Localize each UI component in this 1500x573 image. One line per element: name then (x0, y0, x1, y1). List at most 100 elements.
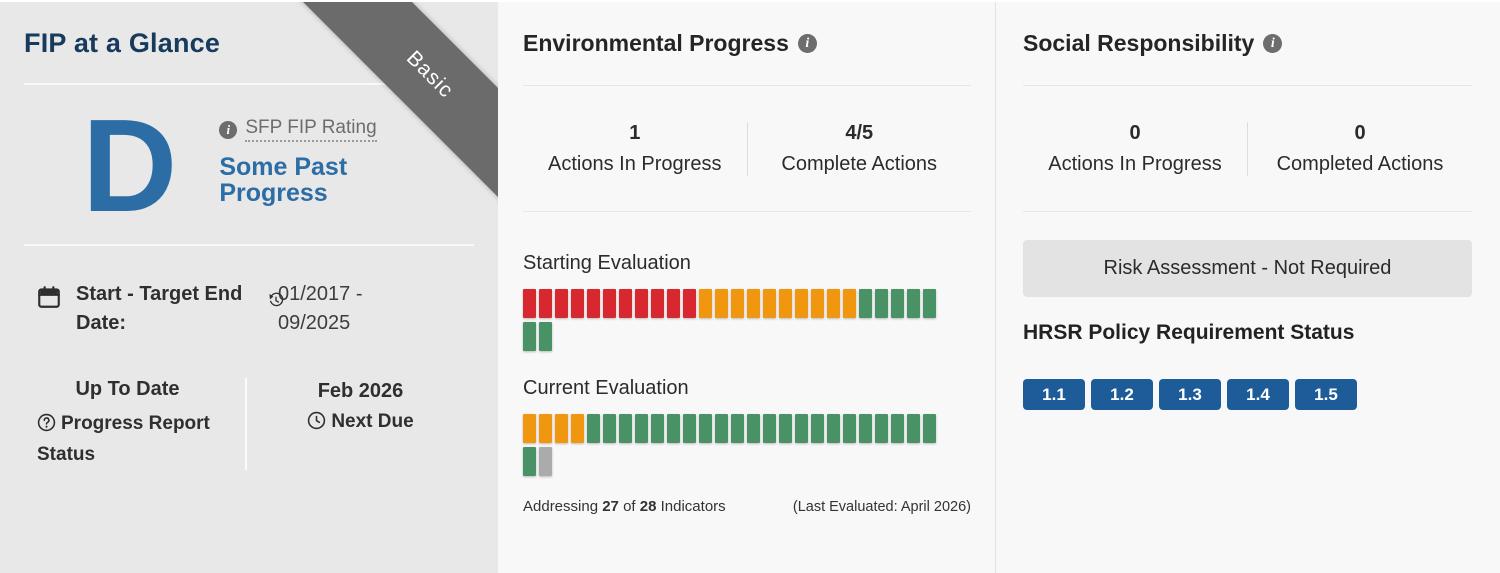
stat-actions-in-progress: 0 Actions In Progress (1023, 122, 1248, 176)
stat-completed-actions: 0 Completed Actions (1248, 122, 1472, 176)
rating-section: D i SFP FIP Rating Some Past Progress (82, 92, 474, 239)
indicator-square-green (603, 414, 616, 443)
indicator-square-red (683, 289, 696, 318)
indicator-square-green (539, 322, 552, 351)
indicator-square-orange (795, 289, 808, 318)
hrsr-badge-row: 1.1 1.2 1.3 1.4 1.5 (1023, 379, 1472, 410)
starting-evaluation-label: Starting Evaluation (523, 252, 691, 274)
indicator-square-orange (843, 289, 856, 318)
fip-rating-letter: D (82, 92, 178, 239)
indicator-square-green (587, 414, 600, 443)
indicator-square-red (651, 289, 664, 318)
indicator-square-red (571, 289, 584, 318)
risk-assessment-status-button[interactable]: Risk Assessment - Not Required (1023, 240, 1472, 297)
indicator-square-green (907, 289, 920, 318)
indicator-square-orange (731, 289, 744, 318)
info-icon[interactable]: i (219, 120, 238, 139)
divider (523, 211, 971, 212)
indicator-square-orange (539, 414, 552, 443)
indicator-square-green (523, 322, 536, 351)
ribbon-label: Basic (402, 46, 459, 103)
sfp-fip-rating-link[interactable]: SFP FIP Rating (245, 117, 377, 142)
date-range-row: Start - Target End Date: 01/2017 - 09/20… (24, 280, 474, 338)
environmental-footer: Addressing 27 of 28 Indicators (Last Eva… (523, 498, 971, 515)
indicator-square-green (619, 414, 632, 443)
stat-actions-in-progress: 1 Actions In Progress (523, 122, 748, 176)
divider (1023, 85, 1472, 86)
date-range-label: Start - Target End Date: (76, 283, 243, 335)
indicator-square-red (667, 289, 680, 318)
hrsr-badge-1-1[interactable]: 1.1 (1023, 379, 1085, 410)
stat-label: Actions In Progress (1048, 153, 1222, 175)
divider (24, 83, 474, 85)
indicator-square-green (843, 414, 856, 443)
rating-details: i SFP FIP Rating Some Past Progress (219, 103, 419, 228)
indicator-square-green (779, 414, 792, 443)
indicator-square-green (747, 414, 760, 443)
stat-label: Complete Actions (781, 153, 938, 175)
rating-description: Some Past Progress (219, 153, 348, 208)
info-icon[interactable]: i (1263, 34, 1283, 53)
indicator-square-green (715, 414, 728, 443)
indicator-square-red (555, 289, 568, 318)
indicator-bar-row (523, 414, 971, 443)
indicator-square-green (635, 414, 648, 443)
indicator-square-orange (523, 414, 536, 443)
indicator-square-orange (699, 289, 712, 318)
indicator-square-green (859, 289, 872, 318)
divider (24, 244, 474, 247)
indicator-square-orange (827, 289, 840, 318)
indicator-square-red (635, 289, 648, 318)
addressing-indicators-text: Addressing 27 of 28 Indicators (523, 498, 726, 515)
history-clock-icon (269, 293, 284, 307)
indicator-square-orange (811, 289, 824, 318)
hrsr-badge-1-4[interactable]: 1.4 (1227, 379, 1289, 410)
indicator-square-green (875, 414, 888, 443)
indicator-square-red (539, 289, 552, 318)
indicator-square-red (603, 289, 616, 318)
stat-complete-actions: 4/5 Complete Actions (748, 122, 972, 176)
last-evaluated-text: (Last Evaluated: April 2026) (792, 499, 971, 515)
indicator-square-green (683, 414, 696, 443)
clock-icon (308, 412, 326, 430)
current-evaluation-section: Current Evaluation (523, 377, 971, 476)
indicator-square-green (763, 414, 776, 443)
next-due-cell: Feb 2026 Next Due (247, 378, 474, 470)
indicator-square-green (891, 414, 904, 443)
info-icon[interactable]: i (797, 34, 817, 53)
indicator-square-red (523, 289, 536, 318)
indicator-square-orange (779, 289, 792, 318)
social-stats: 0 Actions In Progress 0 Completed Action… (1023, 86, 1472, 211)
hrsr-badge-1-2[interactable]: 1.2 (1091, 379, 1153, 410)
indicator-square-green (651, 414, 664, 443)
indicator-square-green (795, 414, 808, 443)
hrsr-badge-1-5[interactable]: 1.5 (1295, 379, 1357, 410)
stat-value: 1 (629, 122, 641, 144)
stat-value: 0 (1354, 122, 1366, 144)
environmental-progress-panel: Environmental Progress i 1 Actions In Pr… (498, 2, 995, 573)
date-range-value: 01/2017 - 09/2025 (269, 280, 438, 338)
panel-title-social: Social Responsibility (1023, 30, 1255, 56)
stat-value: 4/5 (845, 122, 874, 144)
question-circle-icon[interactable] (37, 413, 56, 432)
indicator-square-orange (571, 414, 584, 443)
progress-report-status-label: Progress Report Status (37, 413, 210, 465)
indicator-square-green (731, 414, 744, 443)
hrsr-badge-1-3[interactable]: 1.3 (1159, 379, 1221, 410)
divider (1023, 211, 1472, 212)
indicator-square-green (699, 414, 712, 443)
stat-label: Completed Actions (1276, 153, 1444, 175)
environmental-stats: 1 Actions In Progress 4/5 Complete Actio… (523, 86, 971, 211)
indicator-square-green (859, 414, 872, 443)
indicator-square-orange (555, 414, 568, 443)
indicator-square-orange (715, 289, 728, 318)
stat-value: 0 (1129, 122, 1141, 144)
indicator-bar-row (523, 322, 971, 351)
indicator-square-green (827, 414, 840, 443)
indicator-square-green (667, 414, 680, 443)
indicator-bar-row (523, 289, 971, 318)
indicator-square-green (875, 289, 888, 318)
indicator-square-orange (763, 289, 776, 318)
indicator-bar-row (523, 447, 971, 476)
